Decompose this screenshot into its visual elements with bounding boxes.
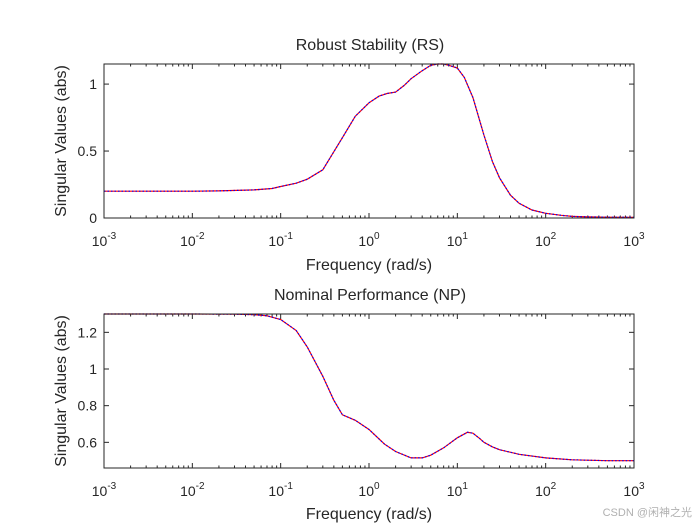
x-tick-label: 101 [447,231,469,249]
watermark-text: CSDN @闲神之光 [603,505,692,519]
x-tick-label: 102 [535,231,557,249]
x-tick-label: 100 [358,231,380,249]
x-tick-label: 10-1 [268,231,293,249]
x-tick-label: 10-2 [180,481,205,499]
subplot-1-xlabel: Frequency (rad/s) [306,257,432,274]
x-tick-label: 10-2 [180,231,205,249]
x-tick-label: 101 [447,481,469,499]
subplot-2-title: Nominal Performance (NP) [274,287,466,304]
x-tick-label: 100 [358,481,380,499]
subplot-2-plot-area [104,314,634,468]
y-tick-label: 1 [89,361,97,377]
subplot-2-tick-labels: 10-3 10-2 10-1 100 101 102 103 0.6 0.8 1 1.2 [78,324,645,499]
subplot-1-lines [104,63,635,218]
y-tick-label: 1 [89,76,97,92]
y-tick-label: 0 [89,210,97,226]
subplot-2-axes-box [103,313,635,469]
x-tick-label: 10-1 [268,481,293,499]
subplot-1-tick-labels: 10-3 10-2 10-1 100 101 102 103 0 0.5 1 [78,76,645,249]
subplot-1-ylabel: Singular Values (abs) [53,65,70,217]
y-tick-label: 0.8 [78,398,98,414]
x-tick-label: 10-3 [92,481,117,499]
subplot-2-ylabel: Singular Values (abs) [53,315,70,467]
y-tick-label: 1.2 [78,324,98,340]
subplot-1-axes-box [103,63,635,219]
subplot-1-title: Robust Stability (RS) [296,37,445,54]
x-tick-label: 102 [535,481,557,499]
subplot-1-plot-area [104,64,634,218]
x-tick-label: 10-3 [92,231,117,249]
y-tick-label: 0.5 [78,143,98,159]
subplot-2-xlabel: Frequency (rad/s) [306,506,432,523]
x-tick-label: 103 [623,231,645,249]
series-line-upper [104,313,634,462]
subplot-nominal-performance: Nominal Performance (NP) 10-3 10-2 10-1 100… [53,287,645,523]
x-tick-label: 103 [623,481,645,499]
y-tick-label: 0.6 [78,434,98,450]
subplot-robust-stability: Robust Stability (RS) 10-3 10-2 10-1 100 101… [53,37,645,274]
series-line-lower [104,63,635,218]
subplot-2-lines [104,313,634,462]
